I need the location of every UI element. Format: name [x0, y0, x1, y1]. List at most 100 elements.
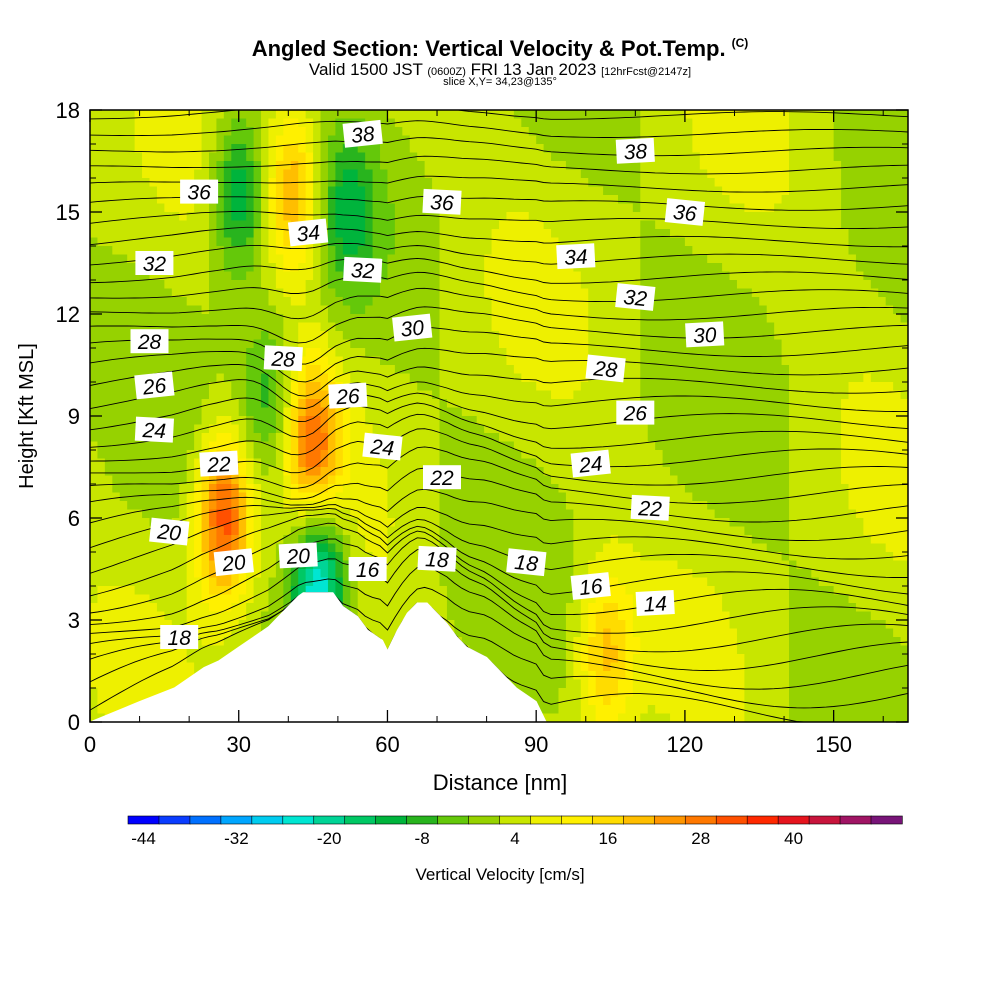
isentrope-value: 24 [577, 452, 604, 477]
colorbar-swatch [561, 815, 594, 825]
isentrope-label: 34 [287, 218, 329, 247]
label-box [585, 354, 626, 383]
isentrope-value: 18 [513, 551, 539, 576]
isentrope-value: 32 [350, 259, 375, 283]
colorbar-swatch [870, 815, 903, 825]
valid-date: FRI 13 Jan 2023 [470, 60, 597, 79]
isentrope-line [90, 210, 908, 230]
colorbar-swatch [777, 815, 810, 825]
colorbar-swatch [499, 815, 532, 825]
isentrope-label: 22 [199, 450, 239, 477]
label-box [685, 321, 725, 348]
label-box [135, 251, 174, 275]
colorbar-swatch [808, 815, 841, 825]
label-box [278, 542, 318, 569]
isentrope-label: 32 [615, 283, 656, 311]
colorbar-swatch [189, 815, 222, 825]
label-box [134, 371, 175, 400]
y-tick-label: 9 [68, 404, 80, 429]
label-box [570, 449, 611, 478]
label-box [362, 432, 403, 461]
isentrope-value: 38 [623, 140, 648, 164]
label-box [506, 548, 547, 577]
isentrope-label: 18 [160, 625, 199, 650]
label-box [423, 465, 461, 490]
isentrope-value: 30 [400, 316, 426, 341]
isentrope-value: 28 [137, 331, 162, 354]
y-tick-label: 6 [68, 506, 80, 531]
isentrope-line [90, 504, 908, 560]
label-box [615, 283, 656, 311]
isentropes [90, 110, 908, 722]
isentrope-line [90, 257, 908, 284]
isentrope-label: 26 [134, 371, 175, 400]
isentrope-line [90, 175, 908, 193]
label-box [199, 450, 239, 477]
y-tick-label: 3 [68, 608, 80, 633]
colorbar-swatch [344, 815, 377, 825]
isentrope-value: 20 [155, 520, 182, 545]
isentrope-line [90, 392, 908, 431]
isentrope-label: 30 [685, 321, 725, 348]
label-box [422, 188, 462, 215]
colorbar-tick-label: -20 [317, 829, 342, 848]
label-box [664, 198, 706, 226]
isentrope-label: 26 [616, 400, 655, 426]
isentrope-label: 32 [343, 256, 383, 283]
isentrope-value: 22 [637, 497, 663, 521]
label-box [348, 557, 387, 581]
isentrope-label: 32 [135, 251, 174, 276]
label-box [343, 256, 383, 283]
forecast-info: [12hrFcst@2147z] [601, 66, 692, 78]
isentrope-line [90, 402, 908, 449]
isentrope-label: 38 [342, 119, 383, 148]
isentrope-line [90, 364, 908, 397]
isentrope-value: 32 [143, 253, 167, 276]
isentrope-line [90, 155, 908, 175]
isentrope-value: 24 [369, 435, 396, 460]
isentrope-line [90, 586, 908, 690]
isentrope-value: 14 [643, 592, 668, 616]
isentrope-label: 30 [392, 313, 433, 342]
isentrope-label: 26 [328, 382, 368, 409]
velocity-field [90, 110, 908, 722]
label-box [392, 313, 433, 342]
label-box [615, 137, 655, 164]
isentrope-label: 36 [180, 179, 219, 205]
label-box [287, 218, 329, 247]
label-box [635, 590, 675, 616]
isentrope-label: 16 [348, 557, 387, 582]
isentrope-label: 22 [423, 465, 461, 490]
colorbar-tick-label: 40 [784, 829, 803, 848]
isentrope-label: 20 [278, 542, 318, 569]
isentrope-line [90, 537, 908, 634]
colorbar-swatch [282, 815, 315, 825]
colorbar-swatch [839, 815, 872, 825]
isentrope-value: 26 [141, 374, 168, 399]
isentrope-line [90, 110, 908, 120]
isentrope-label: 24 [134, 416, 175, 443]
x-tick-label: 150 [815, 732, 852, 757]
colorbar-swatch [623, 815, 655, 825]
colorbar-swatch [313, 815, 346, 825]
isentrope-value: 34 [295, 221, 321, 246]
label-box [328, 382, 368, 409]
colorbar-swatch [158, 815, 191, 825]
isentrope-line [90, 195, 908, 211]
isentrope-value: 34 [564, 246, 589, 270]
isentrope-label: 20 [149, 517, 190, 546]
isentrope-label: 24 [362, 432, 403, 461]
label-box [180, 179, 219, 204]
isentrope-value: 26 [335, 385, 361, 409]
colorbar-tick-label: -32 [224, 829, 249, 848]
colorbar-swatch [220, 815, 253, 825]
isentrope-label: 18 [506, 548, 547, 577]
label-box [556, 243, 596, 270]
colorbar-tick-label: 4 [510, 829, 519, 848]
colorbar-swatch [530, 815, 563, 825]
y-tick-label: 0 [68, 710, 80, 735]
colorbar-swatch [468, 815, 501, 825]
isentrope-line [90, 548, 908, 653]
isentrope-value: 26 [623, 403, 648, 426]
